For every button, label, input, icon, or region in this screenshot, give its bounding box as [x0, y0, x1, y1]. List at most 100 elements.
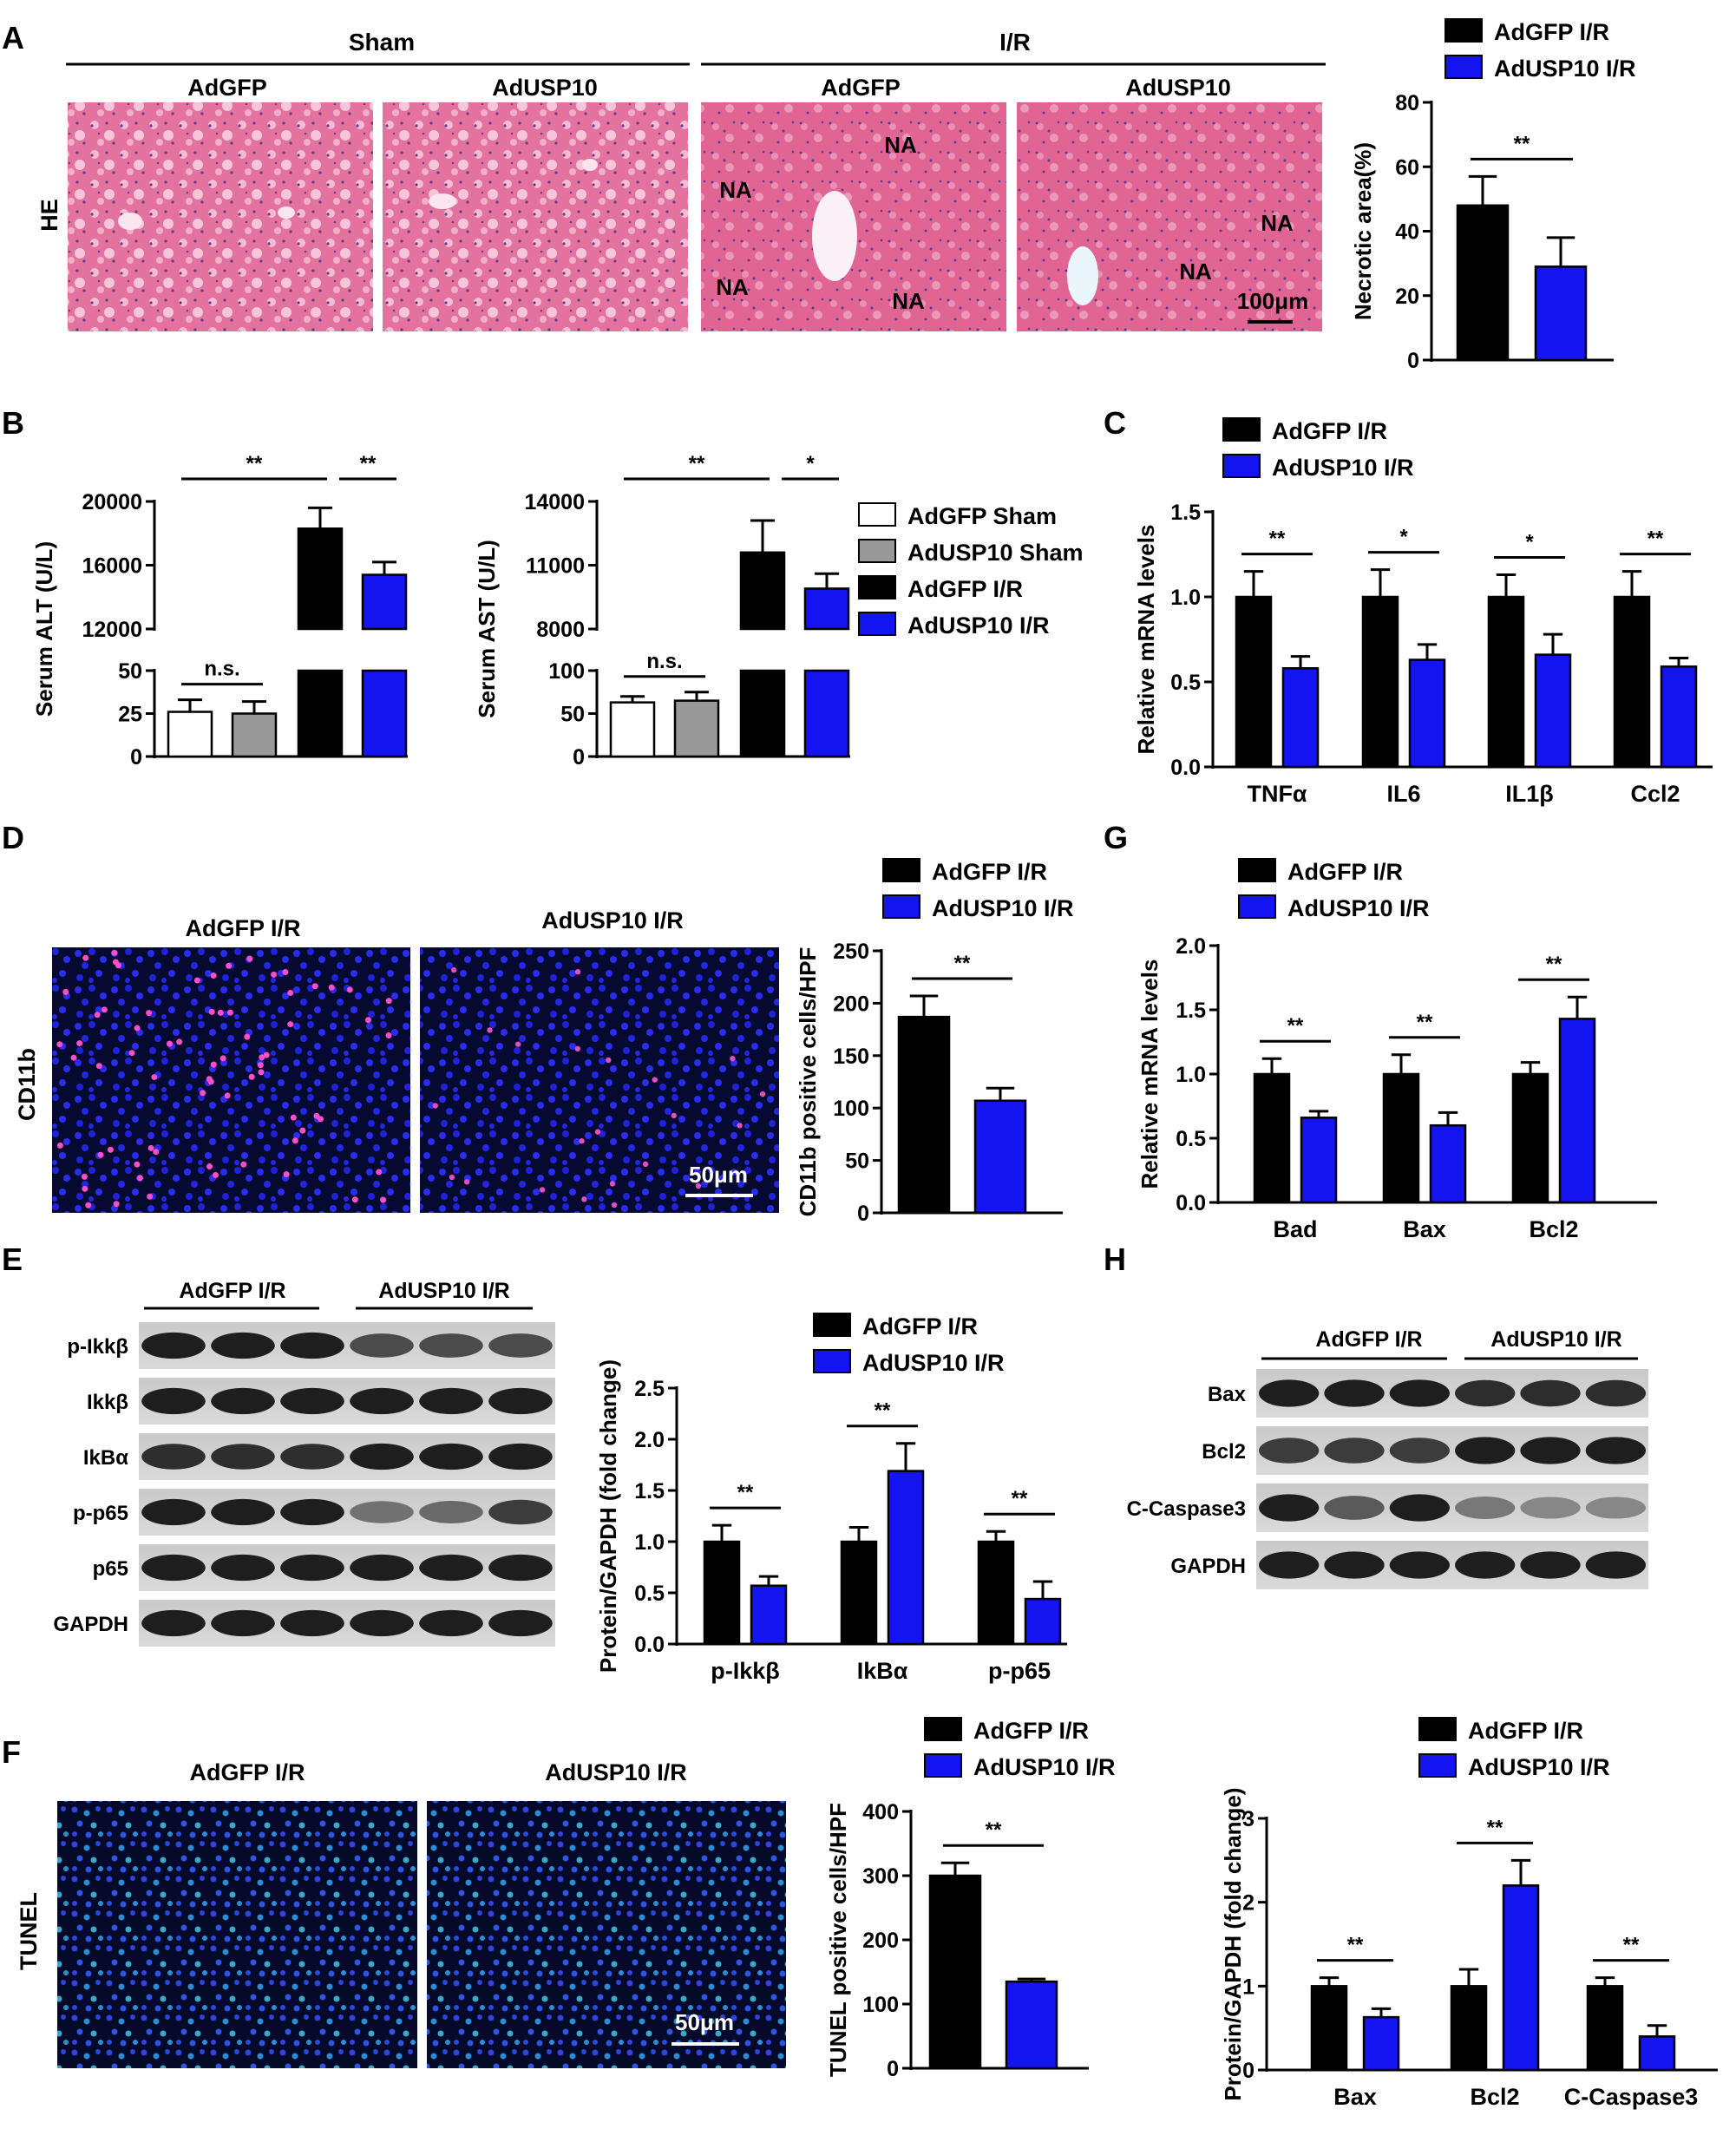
panel-letter-e: E: [2, 1241, 23, 1277]
y-axis-label: Serum AST (U/L): [474, 540, 500, 718]
positive-cell: [609, 1181, 616, 1187]
blot-row-label: GAPDH: [1170, 1555, 1246, 1578]
bar: [840, 1540, 878, 1646]
legend-label: AdGFP I/R: [862, 1313, 978, 1340]
blot-band: [1520, 1379, 1581, 1407]
necrosis-mark: NA: [1261, 210, 1294, 236]
significance-label: **: [246, 452, 263, 475]
panel-h: H AdGFP I/R AdUSP10 I/R Bax Bcl2 C-Caspase…: [1104, 1241, 1648, 1589]
y-axis-label: TUNEL positive cells/HPF: [825, 1803, 851, 2077]
y-tick-label: 0.5: [1176, 1127, 1206, 1151]
positive-cell: [56, 1041, 63, 1048]
legend-swatch: [1444, 55, 1483, 79]
image-label-a2: AdUSP10: [492, 75, 598, 101]
he-image-ir-adusp10: [1017, 102, 1322, 331]
blot-strip: [139, 1544, 555, 1591]
blot-row-label: Bax: [1208, 1383, 1247, 1406]
blot-band: [1520, 1551, 1581, 1579]
y-tick-label: 0.0: [1170, 756, 1201, 780]
bar: [1487, 595, 1525, 769]
image-label-f2: AdUSP10 I/R: [545, 1759, 687, 1785]
blot-band: [211, 1332, 275, 1359]
blot-band: [488, 1387, 553, 1415]
y-tick-label: 14000: [524, 490, 585, 514]
positive-cell: [574, 1045, 581, 1052]
positive-cell: [94, 1012, 101, 1019]
legend-label: AdUSP10 I/R: [1287, 895, 1430, 921]
positive-cell: [606, 1057, 612, 1064]
necrosis-mark: NA: [884, 132, 917, 158]
blot-band: [1259, 1551, 1320, 1579]
positive-cell: [62, 988, 69, 995]
legend-label: AdUSP10 I/R: [862, 1350, 1005, 1376]
significance-label: **: [1514, 132, 1530, 155]
necrosis-mark: NA: [716, 274, 749, 300]
blot-band: [1389, 1494, 1450, 1522]
blot-band: [350, 1443, 414, 1471]
significance-label: *: [1399, 526, 1408, 549]
blot-band: [141, 1332, 206, 1359]
blot-band: [1259, 1494, 1320, 1522]
positive-cell: [263, 1051, 270, 1058]
legend-label: AdGFP Sham: [907, 503, 1057, 529]
y-tick-label: 0.0: [634, 1633, 665, 1657]
y-axis-label: Necrotic area(%): [1350, 142, 1376, 320]
positive-cell: [82, 1185, 88, 1192]
positive-cell: [248, 1073, 255, 1080]
positive-cell: [219, 1055, 226, 1062]
positive-cell: [76, 1040, 83, 1047]
blot-band: [211, 1387, 275, 1415]
panel-letter-b: B: [2, 405, 24, 441]
blot-band: [280, 1609, 344, 1637]
bar: [1408, 658, 1446, 769]
legend-label: AdGFP I/R: [973, 1718, 1089, 1744]
y-tick-label: 2.0: [634, 1428, 665, 1452]
bar: [1362, 2015, 1400, 2072]
positive-cell: [311, 983, 318, 990]
blot-band: [211, 1498, 275, 1526]
blot-band: [280, 1387, 344, 1415]
positive-cell: [210, 973, 217, 979]
bar: [1660, 665, 1698, 769]
blot-strip: [139, 1378, 555, 1425]
positive-cell: [579, 1138, 585, 1144]
legend-swatch: [858, 539, 896, 563]
blot-strip: [139, 1433, 555, 1480]
panel-letter-d: D: [2, 820, 24, 855]
legend-label: AdUSP10 I/R: [1272, 455, 1414, 481]
image-label-a1: AdGFP: [187, 75, 267, 101]
y-tick-label: 0: [1407, 349, 1419, 373]
he-vessel: [582, 159, 598, 171]
bar: [1511, 1072, 1549, 1204]
legend-swatch: [1444, 18, 1483, 43]
positive-cell: [642, 1161, 649, 1168]
blot-strip: [139, 1322, 555, 1369]
legend-swatch: [813, 1349, 851, 1373]
positive-cell: [224, 1092, 231, 1099]
positive-cell: [176, 1038, 183, 1045]
blot-band: [1389, 1551, 1450, 1579]
blot-band: [1324, 1551, 1385, 1579]
x-tick-label: C-Caspase3: [1564, 2084, 1699, 2110]
y-tick-label: 1.0: [634, 1530, 665, 1555]
legend-swatch: [858, 612, 896, 636]
y-axis-label: Protein/GAPDH (fold change): [595, 1359, 621, 1673]
y-axis-label: Protein/GAPDH (fold change): [1220, 1787, 1246, 2100]
blot-band: [1259, 1379, 1320, 1407]
positive-cell: [290, 1114, 297, 1121]
blot-band: [141, 1387, 206, 1415]
positive-cell: [217, 1009, 224, 1016]
he-image-sham-adgfp: [68, 102, 373, 331]
group-label-ir: I/R: [999, 29, 1031, 56]
bar: [167, 711, 213, 758]
bar: [1024, 1597, 1062, 1646]
positive-cell: [450, 966, 457, 973]
he-vessel: [118, 213, 142, 230]
positive-cell: [85, 1202, 92, 1209]
positive-cell: [246, 955, 253, 962]
blot-band: [211, 1609, 275, 1637]
bar-lower: [803, 669, 850, 758]
bar: [1613, 595, 1651, 769]
positive-cell: [581, 1196, 587, 1202]
